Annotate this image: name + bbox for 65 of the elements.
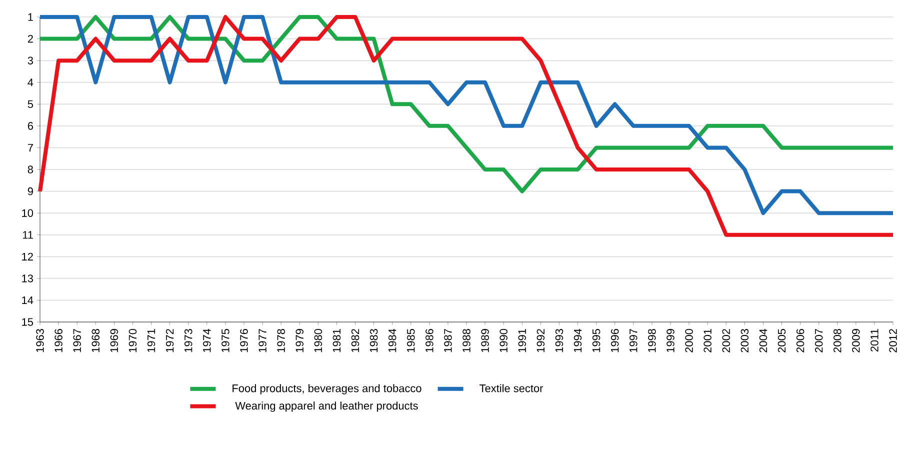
x-tick-label: 2009 bbox=[852, 329, 860, 352]
y-tick-label: 8 bbox=[28, 166, 33, 174]
y-tick-label: 9 bbox=[28, 187, 33, 196]
x-tick-label: 2012 bbox=[889, 329, 897, 352]
x-tick-label: 1985 bbox=[407, 329, 415, 352]
x-tick-label: 1979 bbox=[296, 329, 304, 352]
x-tick-label: 1991 bbox=[518, 329, 526, 352]
y-tick-label: 6 bbox=[28, 122, 33, 130]
x-tick-label: 1977 bbox=[258, 329, 266, 352]
x-tick-label: 1975 bbox=[222, 329, 230, 352]
x-tick-label: 1987 bbox=[444, 329, 452, 352]
x-tick-label: 1995 bbox=[592, 329, 600, 352]
y-tick-label: 14 bbox=[22, 296, 34, 304]
x-tick-label: 1978 bbox=[277, 329, 285, 352]
x-tick-label: 2000 bbox=[685, 328, 693, 352]
x-tick-label: 1966 bbox=[54, 329, 62, 352]
x-tick-label: 1993 bbox=[555, 329, 564, 352]
x-tick-label: 1976 bbox=[240, 329, 248, 352]
x-tick-label: 2003 bbox=[740, 329, 749, 352]
x-tick-label: 2011 bbox=[870, 329, 878, 352]
y-tick-label: 1 bbox=[28, 13, 33, 21]
x-tick-label: 1967 bbox=[73, 329, 81, 352]
x-tick-label: 1988 bbox=[462, 329, 470, 352]
x-tick-label: 1973 bbox=[184, 329, 192, 352]
x-tick-label: 1971 bbox=[147, 329, 156, 352]
x-tick-label: 1980 bbox=[314, 328, 322, 352]
x-tick-label: 1974 bbox=[203, 328, 211, 352]
x-tick-label: 2004 bbox=[759, 328, 768, 352]
x-tick-label: 1969 bbox=[110, 329, 118, 352]
x-tick-label: 1997 bbox=[630, 329, 638, 352]
x-tick-label: 1999 bbox=[666, 329, 674, 352]
x-tick-label: 1970 bbox=[128, 328, 137, 352]
x-tick-label: 1968 bbox=[92, 329, 100, 352]
x-tick-label: 2008 bbox=[834, 329, 842, 352]
x-tick-label: 1984 bbox=[388, 328, 396, 352]
legend-label: Textile sector bbox=[480, 384, 544, 392]
y-tick-label: 10 bbox=[22, 209, 34, 217]
x-tick-label: 1996 bbox=[610, 329, 619, 352]
x-tick-label: 1972 bbox=[166, 329, 174, 352]
x-tick-label: 2006 bbox=[796, 329, 804, 352]
x-tick-label: 2007 bbox=[814, 329, 823, 352]
x-tick-label: 1990 bbox=[500, 328, 508, 352]
y-tick-label: 5 bbox=[28, 100, 34, 108]
x-tick-label: 2002 bbox=[722, 329, 730, 352]
y-tick-label: 15 bbox=[22, 318, 34, 326]
x-tick-label: 1983 bbox=[370, 329, 378, 352]
x-tick-label: 2005 bbox=[778, 329, 786, 352]
x-tick-label: 1963 bbox=[36, 329, 44, 352]
x-tick-label: 1986 bbox=[426, 329, 434, 352]
y-tick-label: 4 bbox=[28, 78, 34, 86]
x-tick-label: 1989 bbox=[481, 329, 489, 352]
x-tick-label: 1998 bbox=[648, 329, 656, 352]
legend-label: Food products, beverages and tobacco bbox=[232, 384, 422, 394]
y-tick-label: 11 bbox=[22, 231, 33, 239]
x-tick-label: 2001 bbox=[704, 329, 712, 352]
y-tick-label: 12 bbox=[22, 252, 33, 260]
x-tick-label: 1994 bbox=[574, 328, 582, 352]
y-tick-label: 2 bbox=[28, 34, 33, 43]
x-tick-label: 1981 bbox=[332, 329, 341, 352]
y-tick-label: 3 bbox=[28, 56, 33, 64]
x-tick-label: 1982 bbox=[351, 329, 360, 352]
x-tick-label: 1992 bbox=[536, 329, 545, 352]
y-tick-label: 7 bbox=[28, 144, 33, 152]
legend-label: Wearing apparel and leather products bbox=[235, 402, 418, 412]
y-tick-label: 13 bbox=[22, 274, 33, 282]
